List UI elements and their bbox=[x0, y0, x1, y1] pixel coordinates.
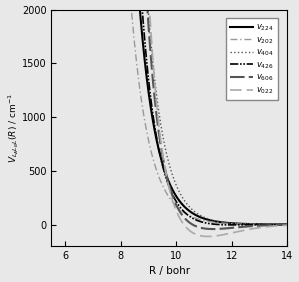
$v_{022}$ bbox=[228, 232, 231, 235]
$v_{404}$ bbox=[189, 206, 192, 210]
$v_{606}$ bbox=[189, 222, 192, 225]
$v_{606}$ bbox=[207, 227, 211, 231]
$v_{606}$ bbox=[211, 227, 215, 231]
$v_{202}$ bbox=[207, 220, 211, 223]
$v_{426}$ bbox=[227, 223, 231, 226]
$v_{224}$ bbox=[286, 223, 289, 226]
$v_{224}$ bbox=[156, 145, 160, 149]
Line: $v_{202}$: $v_{202}$ bbox=[51, 0, 287, 224]
Y-axis label: $V_{L_AL_BL}(R)$ / cm$^{-1}$: $V_{L_AL_BL}(R)$ / cm$^{-1}$ bbox=[6, 93, 21, 163]
X-axis label: R / bohr: R / bohr bbox=[149, 266, 190, 276]
$v_{426}$ bbox=[233, 223, 236, 227]
$v_{404}$ bbox=[156, 105, 160, 109]
$v_{022}$ bbox=[189, 230, 192, 233]
$v_{224}$ bbox=[207, 218, 211, 222]
Line: $v_{224}$: $v_{224}$ bbox=[51, 0, 287, 224]
$v_{202}$ bbox=[286, 223, 289, 226]
Line: $v_{022}$: $v_{022}$ bbox=[51, 0, 287, 237]
$v_{022}$ bbox=[156, 117, 160, 120]
$v_{426}$ bbox=[156, 144, 160, 147]
$v_{606}$ bbox=[228, 226, 231, 230]
$v_{022}$ bbox=[286, 224, 289, 227]
$v_{202}$ bbox=[227, 222, 231, 225]
$v_{426}$ bbox=[286, 223, 289, 226]
$v_{202}$ bbox=[189, 214, 192, 218]
$v_{606}$ bbox=[286, 223, 289, 226]
$v_{404}$ bbox=[207, 217, 211, 221]
$v_{202}$ bbox=[156, 173, 160, 177]
$v_{404}$ bbox=[286, 223, 289, 226]
$v_{022}$ bbox=[206, 235, 210, 238]
$v_{404}$ bbox=[227, 221, 231, 224]
Legend: $v_{224}$, $v_{202}$, $v_{404}$, $v_{426}$, $v_{606}$, $v_{022}$: $v_{224}$, $v_{202}$, $v_{404}$, $v_{426… bbox=[226, 18, 278, 100]
Line: $v_{404}$: $v_{404}$ bbox=[51, 0, 287, 224]
$v_{022}$ bbox=[208, 235, 211, 238]
$v_{426}$ bbox=[189, 215, 192, 219]
$v_{224}$ bbox=[227, 221, 231, 225]
$v_{224}$ bbox=[189, 210, 192, 213]
Line: $v_{426}$: $v_{426}$ bbox=[51, 0, 287, 225]
Line: $v_{606}$: $v_{606}$ bbox=[51, 0, 287, 229]
$v_{606}$ bbox=[156, 126, 160, 129]
$v_{426}$ bbox=[207, 222, 211, 225]
